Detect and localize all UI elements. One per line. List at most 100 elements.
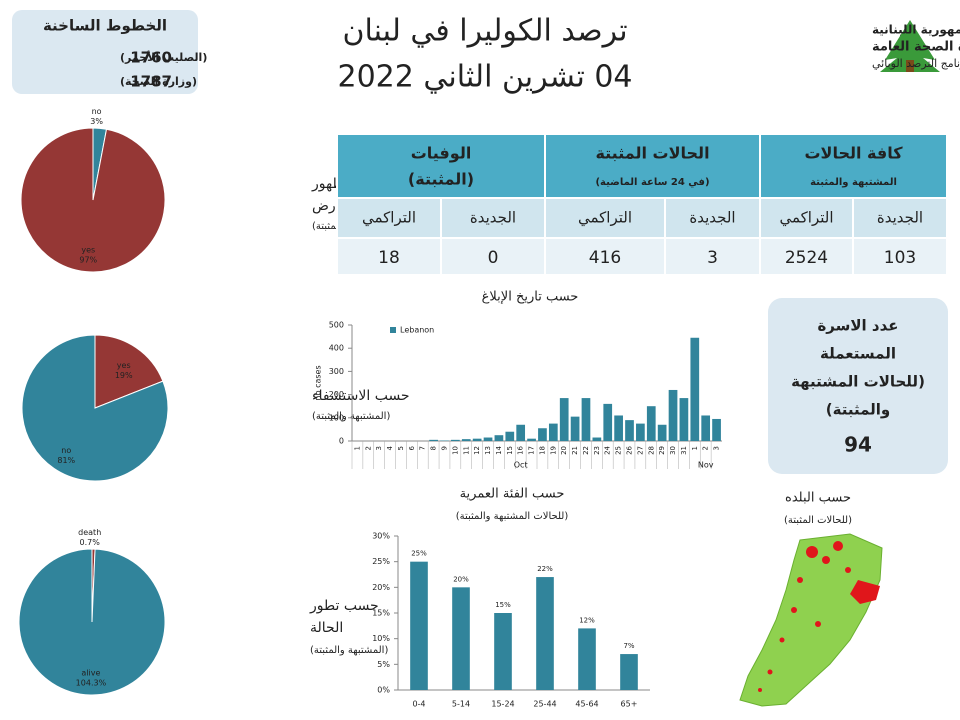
- x-tick-label: 25-44: [533, 700, 556, 709]
- bar-value-label: 15%: [495, 601, 511, 609]
- pie-value-label: 104.3%: [76, 679, 107, 688]
- table-subheader-cell: [336, 197, 442, 239]
- logo-text: برنامج الترصد الوبائي: [872, 57, 960, 70]
- table-column-label: التراكمي: [779, 209, 833, 228]
- page-date: 04 تشرين الثاني 2022: [337, 60, 632, 95]
- bar: [461, 439, 471, 441]
- x-tick-label: 16: [517, 445, 525, 454]
- table-header-cell: [759, 133, 948, 199]
- x-tick-label: 45-64: [575, 700, 598, 709]
- bar: [494, 613, 512, 690]
- bar: [603, 403, 613, 441]
- x-tick-label: 0-4: [412, 700, 425, 709]
- bar: [712, 418, 721, 441]
- y-tick-label: 20%: [372, 583, 390, 592]
- x-tick-label: 20: [560, 446, 568, 455]
- x-tick-label: 26: [626, 445, 634, 454]
- section-note: (للحالات المثبتة): [784, 515, 852, 526]
- bar: [472, 438, 482, 441]
- pie-value-label: 81%: [57, 456, 75, 465]
- pie-label: yes: [117, 361, 131, 370]
- pie-label: death: [78, 528, 101, 537]
- bar-value-label: 22%: [537, 565, 553, 573]
- bar: [614, 415, 623, 441]
- x-tick-label: 65+: [621, 700, 638, 709]
- bar-value-label: 12%: [579, 616, 595, 624]
- chart-subtitle: (للحالات المشتبهة والمثبتة): [456, 511, 569, 522]
- table-value: 2524: [785, 248, 828, 268]
- pie-value-label: 0.7%: [80, 538, 101, 547]
- x-tick-label: 13: [484, 446, 492, 455]
- y-tick-label: 0: [339, 437, 344, 446]
- table-value-cell: [440, 237, 546, 276]
- y-tick-label: 0%: [377, 686, 390, 695]
- y-tick-label: 400: [329, 344, 344, 353]
- x-tick-label: 15-24: [491, 700, 514, 709]
- bar: [548, 423, 558, 441]
- hotline-label: (وزارة الصحة): [120, 75, 197, 88]
- pie-slice: [18, 548, 166, 696]
- bar: [516, 424, 526, 441]
- bar: [592, 437, 602, 441]
- hotline-number: 1787: [130, 73, 172, 91]
- x-tick-label: 11: [462, 446, 470, 455]
- table-subheader-cell: [544, 197, 666, 239]
- bar: [636, 423, 645, 441]
- x-tick-label: 27: [636, 446, 644, 455]
- legend-label: Lebanon: [400, 326, 434, 335]
- x-tick-label: 30: [669, 446, 677, 455]
- x-tick-label: 5: [397, 446, 405, 450]
- family-value: 94: [844, 433, 872, 457]
- logo-text: الجمهورية اللبنانية: [872, 23, 960, 38]
- y-tick-label: 200: [329, 390, 344, 399]
- pie-label: no: [92, 107, 102, 116]
- x-tick-label: 24: [604, 445, 612, 454]
- section-label: الحالة: [310, 620, 343, 636]
- pie-slice: [21, 334, 169, 482]
- bar: [581, 398, 591, 441]
- x-tick-label: 3: [375, 446, 383, 450]
- x-tick-label: 5-14: [452, 700, 470, 709]
- table-column-label: الجديدة: [689, 209, 735, 227]
- x-tick-label: 1: [691, 446, 699, 450]
- family-label: (للحالات المشتبهة: [791, 373, 925, 391]
- family-label: المستعملة: [820, 345, 896, 363]
- pie-label: alive: [81, 669, 100, 678]
- x-tick-label: 29: [658, 446, 666, 455]
- table-group-title: الحالات المثبتة: [595, 144, 709, 163]
- bar: [668, 389, 678, 441]
- section-label: حسب البلده: [785, 491, 851, 506]
- y-axis-label: nb cases: [314, 365, 323, 400]
- logo-cedar: [880, 20, 940, 72]
- table-value: 3: [707, 248, 718, 268]
- x-tick-label: 10: [451, 446, 459, 455]
- table-value: 18: [378, 248, 400, 268]
- bar: [690, 337, 700, 441]
- bar: [679, 398, 689, 441]
- x-tick-label: 23: [593, 446, 601, 455]
- table-header-cell: [336, 133, 546, 199]
- table-group-subtitle: (المثبتة): [408, 170, 474, 189]
- x-tick-label: 14: [495, 445, 503, 454]
- x-tick-label: 3: [713, 446, 721, 450]
- table-column-label: التراكمي: [362, 209, 416, 228]
- y-tick-label: 30%: [372, 532, 390, 541]
- family-label: والمثبتة): [826, 401, 890, 419]
- pie-value-label: 19%: [115, 371, 133, 380]
- table-subheader-cell: [440, 197, 546, 239]
- table-value-cell: [852, 237, 948, 276]
- bar: [410, 561, 428, 690]
- x-tick-label: 12: [473, 446, 481, 455]
- bar-value-label: 20%: [453, 575, 469, 583]
- y-tick-label: 15%: [372, 609, 390, 618]
- bar: [451, 439, 460, 441]
- table-value: 416: [589, 248, 621, 268]
- section-note: (المشتبهة والمثبتة): [310, 645, 388, 656]
- bar: [625, 420, 634, 441]
- table-group-title: الوفيات: [411, 144, 472, 163]
- x-tick-label: 2: [702, 446, 710, 450]
- x-tick-label: 28: [647, 446, 655, 455]
- bar: [701, 415, 711, 441]
- bar: [452, 587, 470, 690]
